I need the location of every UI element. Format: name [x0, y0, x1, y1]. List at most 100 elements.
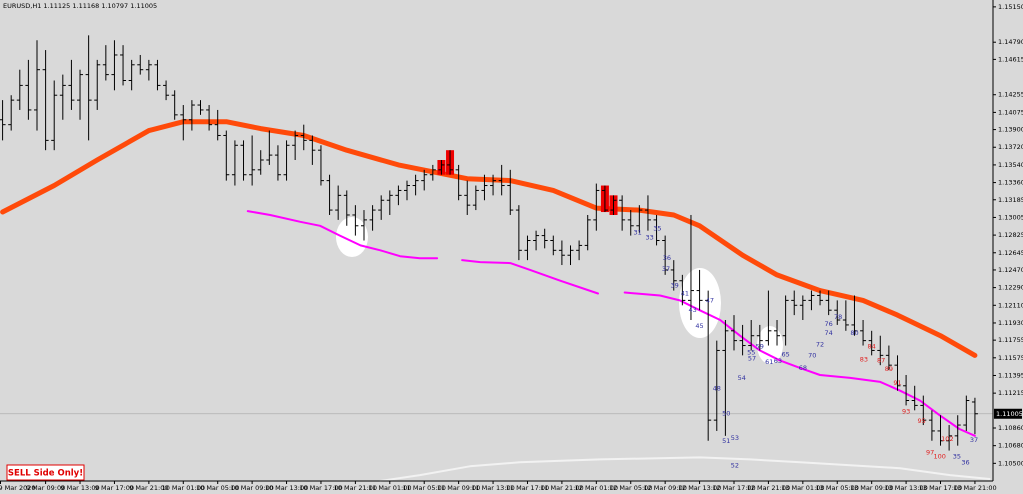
x-tick-label: 9 Mar 13:00	[60, 484, 99, 492]
count-label: 68	[799, 364, 807, 372]
count-label: 87	[877, 356, 885, 364]
count-label: 45	[695, 322, 703, 330]
y-tick-label: 1.11215	[998, 389, 1023, 397]
y-tick-label: 1.12645	[998, 249, 1023, 257]
badge-box	[6, 464, 85, 481]
count-label: 36	[663, 254, 671, 262]
x-tick-label: 12 Mar 09:00	[643, 484, 686, 492]
x-tick-label: 10 Mar 09:00	[230, 484, 273, 492]
count-label: 72	[816, 341, 824, 349]
y-tick-label: 1.10500	[998, 459, 1023, 467]
y-tick-label: 1.13720	[998, 143, 1023, 151]
count-label: 93	[902, 407, 910, 415]
count-label: 74	[825, 329, 833, 337]
x-tick-label: 11 Mar 09:00	[437, 484, 480, 492]
x-tick-label: 10 Mar 21:00	[334, 484, 377, 492]
y-tick-label: 1.10680	[998, 442, 1023, 450]
count-label: 61	[765, 358, 773, 366]
x-tick-label: 13 Mar 17:00	[919, 484, 962, 492]
y-tick-label: 1.11755	[998, 336, 1023, 344]
count-label: 43	[689, 306, 697, 314]
y-tick-label: 1.12825	[998, 231, 1023, 239]
y-tick-label: 1.10860	[998, 424, 1023, 432]
x-tick-label: 11 Mar 05:00	[403, 484, 446, 492]
count-label: 39	[670, 282, 678, 290]
count-label: 31	[633, 229, 641, 237]
count-label: 35	[953, 452, 961, 460]
count-label: 51	[722, 437, 730, 445]
count-label: 36	[961, 458, 969, 466]
count-label: 91	[893, 379, 901, 387]
x-tick-label: 9 Mar 09:00	[26, 484, 65, 492]
y-tick-label: 1.13185	[998, 196, 1023, 204]
y-tick-label: 1.14615	[998, 55, 1023, 63]
count-label: 48	[713, 385, 721, 393]
x-tick-label: 10 Mar 01:00	[162, 484, 205, 492]
y-tick-label: 1.12290	[998, 284, 1023, 292]
count-label: 37	[970, 436, 978, 444]
x-tick-label: 10 Mar 05:00	[196, 484, 239, 492]
count-label: 100	[933, 452, 945, 460]
x-tick-label: 12 Mar 05:00	[609, 484, 652, 492]
x-tick-label: 9 Mar 2020	[0, 484, 36, 492]
y-tick-label: 1.14255	[998, 91, 1023, 99]
count-label: 65	[781, 350, 789, 358]
y-tick-label: 1.11930	[998, 319, 1023, 327]
x-tick-label: 12 Mar 01:00	[575, 484, 618, 492]
x-tick-label: 13 Mar 13:00	[884, 484, 927, 492]
indicator-line	[379, 456, 991, 482]
count-label: 63	[774, 357, 782, 365]
count-label: 47	[706, 296, 714, 304]
count-label: 80	[850, 329, 858, 337]
chart-title: EURUSD,H1 1.11125 1.11168 1.10797 1.1100…	[3, 2, 157, 10]
count-label: 97	[926, 449, 934, 457]
count-label: 70	[808, 351, 816, 359]
signal-zone	[336, 217, 368, 257]
count-label: 50	[722, 409, 730, 417]
count-label: 84	[868, 343, 876, 351]
count-label: 53	[731, 434, 739, 442]
count-label: 89	[885, 365, 893, 373]
x-tick-label: 11 Mar 21:00	[540, 484, 583, 492]
count-label: 41	[681, 290, 689, 298]
x-tick-label: 12 Mar 17:00	[712, 484, 755, 492]
count-label: 35	[653, 225, 661, 233]
x-tick-label: 10 Mar 17:00	[299, 484, 342, 492]
x-tick-label: 13 Mar 09:00	[850, 484, 893, 492]
last-price-box	[994, 408, 1022, 419]
y-tick-label: 1.13540	[998, 161, 1023, 169]
x-tick-label: 11 Mar 01:00	[368, 484, 411, 492]
last-price-label: 1.11005	[996, 410, 1023, 418]
count-label: 33	[646, 234, 654, 242]
x-tick-label: 11 Mar 17:00	[506, 484, 549, 492]
x-tick-label: 11 Mar 13:00	[471, 484, 514, 492]
count-label: 95	[917, 417, 925, 425]
signal-zone	[757, 326, 783, 364]
x-tick-label: 9 Mar 17:00	[95, 484, 134, 492]
x-tick-label: 12 Mar 13:00	[678, 484, 721, 492]
x-tick-label: 12 Mar 21:00	[747, 484, 790, 492]
count-label: 54	[738, 374, 746, 382]
y-tick-label: 1.15150	[998, 3, 1023, 11]
x-tick-label: 13 Mar 01:00	[781, 484, 824, 492]
count-label: 59	[756, 343, 764, 351]
y-tick-label: 1.11395	[998, 371, 1023, 379]
count-label: 55	[747, 348, 755, 356]
indicator-line	[246, 210, 439, 260]
indicator-line	[461, 259, 599, 295]
count-label: 76	[825, 320, 833, 328]
x-tick-label: 9 Mar 21:00	[129, 484, 168, 492]
x-tick-label: 13 Mar 05:00	[816, 484, 859, 492]
y-tick-label: 1.13005	[998, 213, 1023, 221]
y-tick-label: 1.12110	[998, 301, 1023, 309]
count-label: 37	[662, 265, 670, 273]
count-label: 83	[860, 355, 868, 363]
y-tick-label: 1.13360	[998, 179, 1023, 187]
y-tick-label: 1.14790	[998, 38, 1023, 46]
count-label: 102	[941, 435, 953, 443]
count-label: 78	[834, 313, 842, 321]
